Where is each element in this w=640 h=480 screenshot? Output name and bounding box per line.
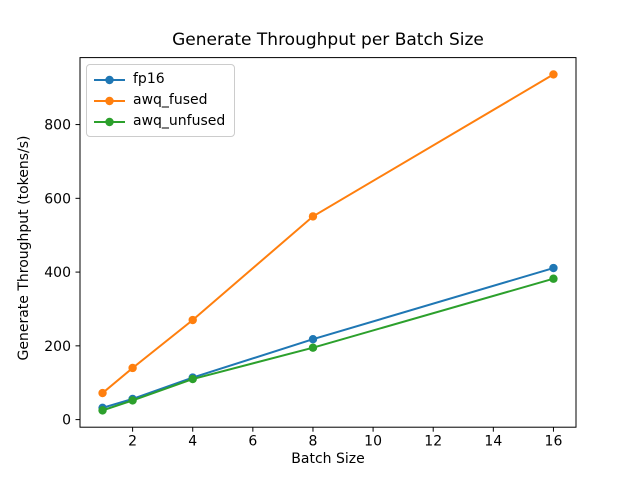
data-point-awq_fused [188, 315, 197, 325]
legend-line-sample-fp16 [94, 75, 125, 84]
x-tick-label: 4 [188, 434, 197, 450]
x-tick-label: 14 [484, 434, 502, 450]
legend-item-fp16: fp16 [94, 69, 225, 90]
x-tick-label: 2 [128, 434, 137, 450]
data-point-awq_unfused [188, 374, 197, 384]
axes-spines [79, 57, 577, 428]
x-tick-label: 6 [248, 434, 257, 450]
data-point-awq_fused [308, 212, 318, 221]
x-axis-label: Batch Size [291, 451, 365, 467]
legend-label-awq_fused: awq_fused [133, 92, 208, 108]
data-point-awq_fused [98, 388, 107, 398]
chart-title: Generate Throughput per Batch Size [172, 30, 484, 50]
y-tick-label: 600 [44, 191, 71, 207]
legend-item-awq_fused: awq_fused [94, 90, 225, 111]
x-tick-label: 10 [364, 434, 382, 450]
legend-line-sample-awq_fused [94, 96, 125, 105]
y-tick-label: 400 [44, 265, 71, 281]
data-point-awq_unfused [98, 406, 107, 415]
y-tick-label: 0 [62, 413, 71, 429]
x-tick-label: 12 [424, 434, 442, 450]
data-point-fp16 [549, 263, 558, 273]
legend-item-awq_unfused: awq_unfused [94, 111, 225, 132]
legend-line-sample-awq_unfused [94, 117, 125, 126]
data-point-awq_unfused [549, 274, 558, 283]
legend: fp16 awq_fused awq_unfused [86, 64, 236, 137]
legend-sample-marker [105, 117, 114, 126]
series-line-awq_unfused [102, 277, 554, 412]
y-tick-label: 200 [44, 339, 71, 355]
y-tick-label: 800 [44, 118, 71, 134]
legend-sample-marker [105, 75, 114, 84]
x-tick-label: 8 [309, 434, 318, 450]
legend-label-fp16: fp16 [133, 71, 165, 87]
data-point-awq_fused [128, 363, 137, 373]
data-point-fp16 [308, 335, 318, 344]
x-tick-label: 16 [545, 434, 563, 450]
data-point-awq_fused [549, 70, 558, 79]
legend-sample-marker [105, 96, 114, 105]
legend-label-awq_unfused: awq_unfused [133, 113, 226, 129]
data-point-awq_unfused [128, 396, 137, 405]
data-point-awq_unfused [308, 343, 318, 352]
